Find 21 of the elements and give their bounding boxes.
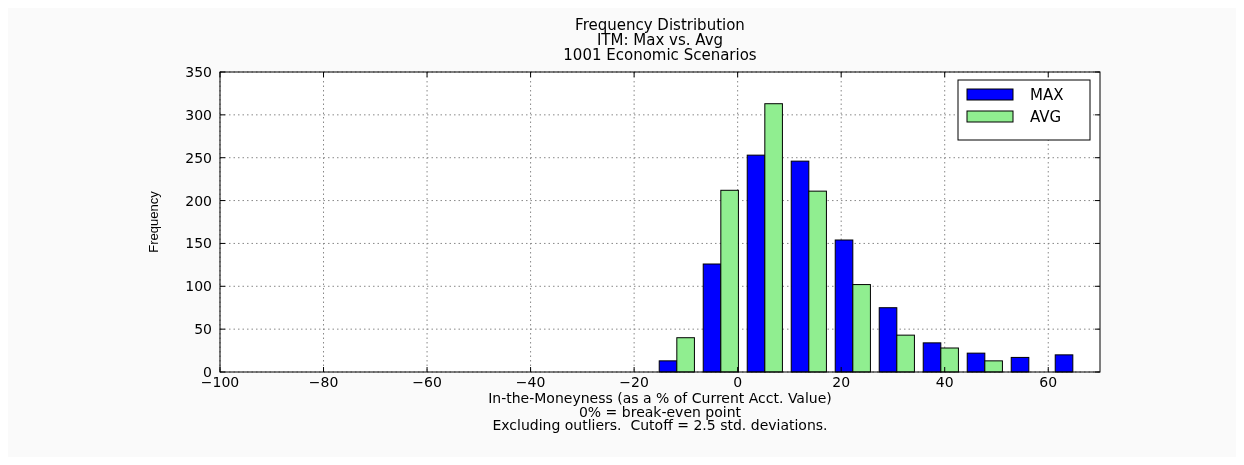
legend-label: AVG — [1030, 108, 1062, 126]
x-tick-label: −40 — [515, 374, 546, 390]
x-tick-label: 0 — [733, 374, 743, 390]
y-tick-label: 150 — [185, 235, 212, 252]
text: 0% = break-even point — [578, 404, 742, 420]
x-axis-title: In-the-Moneyness (as a % of Current Acct. Value) — [488, 390, 832, 406]
legend-label: MAX — [1030, 86, 1064, 104]
y-tick-label: 50 — [194, 321, 212, 338]
chart-title: Frequency Distribution ITM: Max vs. Avg 1001 Economic Scenarios — [563, 16, 757, 64]
y-tick-label: 350 — [185, 64, 212, 80]
x-tick-label: −80 — [308, 374, 339, 390]
x-tick-label: −20 — [619, 374, 649, 390]
x-tick-label: 40 — [935, 374, 954, 390]
y-tick-label: 250 — [185, 149, 212, 166]
y-tick-label: 300 — [185, 106, 212, 123]
y-tick-label: 200 — [185, 192, 212, 209]
x-tick-label: 60 — [1039, 374, 1058, 390]
y-axis-title: Frequency — [146, 190, 161, 253]
y-tick-label: 100 — [185, 278, 212, 295]
x-tick-label: −60 — [412, 374, 442, 390]
x-tick-label: 20 — [832, 374, 851, 390]
